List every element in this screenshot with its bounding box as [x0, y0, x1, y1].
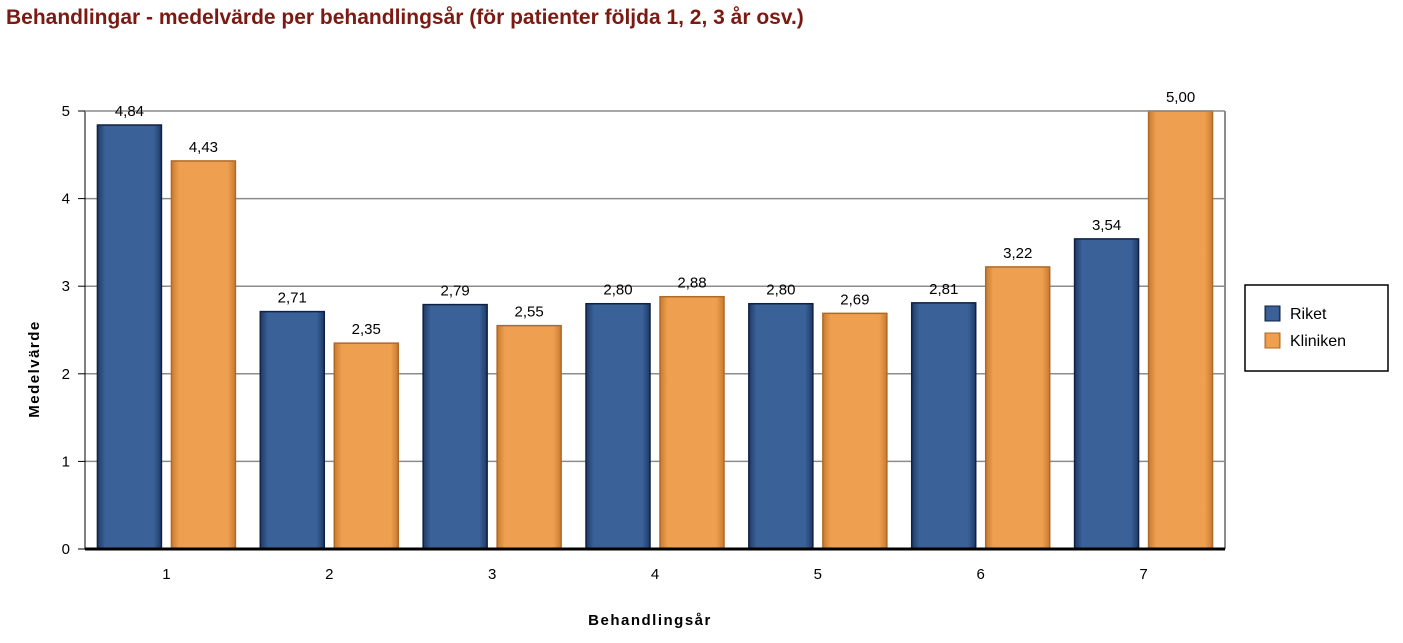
legend-label-riket: Riket: [1290, 306, 1327, 323]
bar-kliniken-1: [170, 160, 237, 550]
x-tick-label: 4: [651, 566, 659, 583]
legend-swatch-riket: [1264, 305, 1281, 322]
data-label-riket-5: 2,80: [766, 282, 795, 299]
plot-frame: [84, 110, 1226, 551]
x-tick-label: 2: [325, 566, 333, 583]
legend: Riket Kliniken: [1244, 284, 1389, 372]
bar-riket-5: [748, 302, 814, 550]
data-label-kliniken-1: 4,43: [189, 139, 218, 156]
bar-kliniken-3: [496, 324, 562, 550]
legend-label-kliniken: Kliniken: [1290, 333, 1346, 350]
y-tick-label: 5: [62, 103, 70, 120]
data-label-kliniken-7: 5,00: [1166, 89, 1195, 106]
chart-title: Behandlingar - medelvärde per behandling…: [6, 6, 804, 29]
data-labels: 4,84 4,43 2,71 2,35 2,79 2,55 2,80 2,88 2,80 2,69…: [115, 89, 1195, 338]
x-tick-label: 3: [488, 566, 496, 583]
data-label-riket-1: 4,84: [115, 103, 144, 120]
bar-riket-2: [259, 310, 326, 550]
y-tick-label: 1: [62, 453, 70, 470]
gridlines: [85, 197, 1225, 463]
data-label-kliniken-5: 2,69: [840, 291, 869, 308]
y-tick-label: 0: [62, 541, 70, 558]
x-tick-label: 7: [1139, 566, 1147, 583]
data-label-riket-7: 3,54: [1092, 217, 1121, 234]
x-axis-title: Behandlingsår: [588, 612, 712, 629]
data-label-riket-2: 2,71: [278, 290, 307, 307]
bar-kliniken-2: [333, 342, 400, 550]
y-axis-title: Medelvärde: [26, 320, 43, 418]
legend-box: [1244, 284, 1389, 372]
bar-kliniken-5: [822, 312, 888, 550]
legend-swatch-kliniken: [1264, 332, 1281, 349]
data-label-kliniken-3: 2,55: [515, 304, 544, 321]
bar-riket-3: [422, 303, 488, 550]
data-label-kliniken-2: 2,35: [352, 321, 381, 338]
data-label-kliniken-4: 2,88: [677, 275, 706, 292]
bar-kliniken-7: [1147, 110, 1214, 550]
bar-riket-7: [1073, 238, 1140, 550]
x-tick-label: 1: [162, 566, 170, 583]
bar-riket-1: [96, 124, 163, 550]
y-tick-label: 3: [62, 278, 70, 295]
data-label-kliniken-6: 3,22: [1003, 245, 1032, 262]
data-label-riket-3: 2,79: [441, 283, 470, 300]
data-label-riket-6: 2,81: [929, 281, 958, 298]
y-tick-label: 2: [62, 366, 70, 383]
y-axis-ticks: 0 1 2 3 4 5: [62, 103, 85, 558]
data-label-riket-4: 2,80: [603, 282, 632, 299]
bar-kliniken-6: [984, 266, 1051, 550]
bar-riket-4: [585, 302, 651, 550]
bar-kliniken-4: [659, 295, 725, 550]
x-axis-ticks: 1 2 3 4 5 6 7: [162, 566, 1147, 583]
bars: [96, 110, 1214, 550]
y-tick-label: 4: [62, 191, 70, 208]
x-tick-label: 5: [814, 566, 822, 583]
bar-riket-6: [910, 302, 977, 550]
x-tick-label: 6: [977, 566, 985, 583]
